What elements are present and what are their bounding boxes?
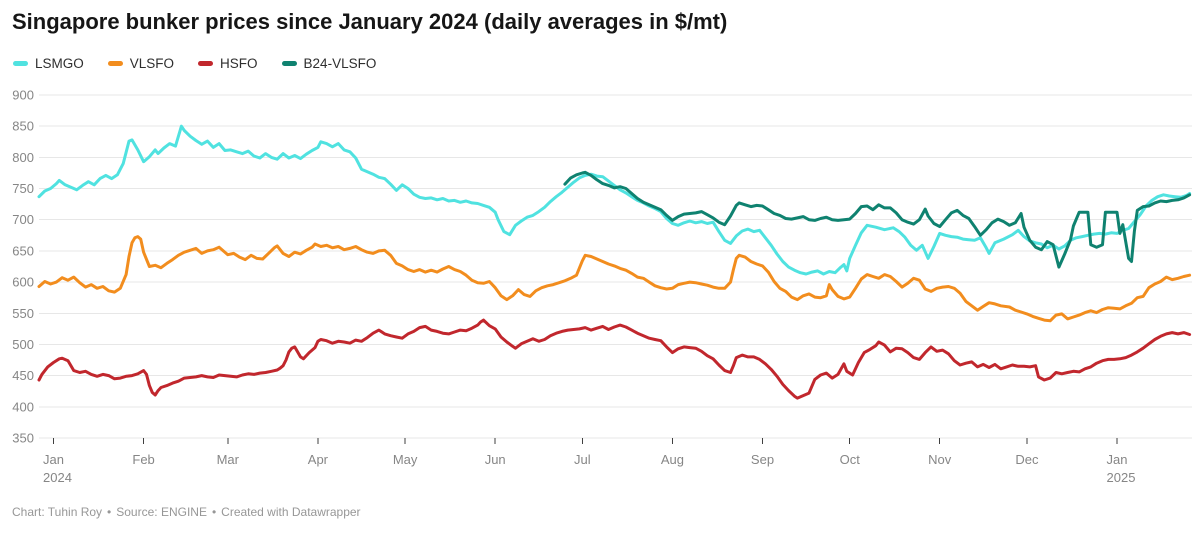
- chart-title: Singapore bunker prices since January 20…: [12, 9, 728, 34]
- legend-label: HSFO: [220, 56, 258, 71]
- legend-swatch-b24-vlsfo: [281, 61, 297, 66]
- y-axis-label-800: 800: [12, 150, 34, 165]
- x-axis-label-oct: Oct: [840, 452, 861, 467]
- legend-label: VLSFO: [129, 56, 175, 71]
- x-axis-label-mar: Mar: [217, 452, 240, 467]
- y-axis-label-400: 400: [12, 399, 34, 414]
- y-axis-label-850: 850: [12, 119, 34, 134]
- series-line-vlsfo: [37, 235, 1192, 323]
- x-axis-label-dec: Dec: [1015, 452, 1039, 467]
- y-axis-label-750: 750: [12, 181, 34, 196]
- price-line-chart[interactable]: 350 400 450 500 550 600 650 700 750 800 850 900 Jan 2…: [0, 85, 1200, 490]
- legend-swatch-hsfo: [198, 61, 214, 66]
- x-axis-label-sep: Sep: [751, 452, 774, 467]
- x-axis-label-may: May: [393, 452, 418, 467]
- y-axis-label-700: 700: [12, 212, 34, 227]
- footer-separator: •: [107, 505, 112, 519]
- x-axis-year-label: 2024: [43, 470, 72, 485]
- footer-credits: Chart: Tuhin Roy • Source: ENGINE • Created …: [12, 505, 361, 519]
- legend-item-hsfo: HSFO: [198, 56, 258, 71]
- y-axis-label-650: 650: [12, 243, 34, 258]
- legend-item-b24-vlsfo: B24-VLSFO: [281, 56, 377, 71]
- x-axis-label-jan: Jan: [1107, 452, 1128, 467]
- x-axis-label-jul: Jul: [574, 452, 591, 467]
- x-axis-label-jun: Jun: [485, 452, 506, 467]
- y-axis-label-550: 550: [12, 306, 34, 321]
- legend-item-lsmgo: LSMGO: [13, 56, 84, 71]
- legend-item-vlsfo: VLSFO: [107, 56, 175, 71]
- footer-chart-credit: Chart: Tuhin Roy: [12, 505, 103, 519]
- legend-swatch-vlsfo: [107, 61, 123, 66]
- x-axis-label-aug: Aug: [661, 452, 684, 467]
- x-axis-label-jan: Jan: [43, 452, 64, 467]
- series-line-b24-vlsfo: [563, 170, 1192, 269]
- footer-datawrapper-link[interactable]: Created with Datawrapper: [221, 505, 361, 519]
- footer-separator: •: [211, 505, 217, 519]
- x-axis-year-label: 2025: [1107, 470, 1136, 485]
- series-line-lsmgo: [37, 124, 1192, 276]
- legend-label: LSMGO: [35, 56, 84, 71]
- x-axis-label-apr: Apr: [308, 452, 329, 467]
- legend-label: B24-VLSFO: [303, 56, 377, 71]
- x-axis-label-nov: Nov: [928, 452, 952, 467]
- y-axis-label-600: 600: [12, 275, 34, 290]
- footer-source: Source: ENGINE: [116, 505, 207, 519]
- legend-swatch-lsmgo: [13, 61, 28, 66]
- y-axis-label-350: 350: [12, 431, 34, 446]
- y-axis-label-500: 500: [12, 337, 34, 352]
- y-axis-label-450: 450: [12, 368, 34, 383]
- y-axis-label-900: 900: [12, 88, 34, 103]
- chart-legend: LSMGO VLSFO HSFO B24-VLSFO: [13, 56, 376, 71]
- series-line-hsfo: [37, 318, 1192, 400]
- x-axis-label-feb: Feb: [132, 452, 154, 467]
